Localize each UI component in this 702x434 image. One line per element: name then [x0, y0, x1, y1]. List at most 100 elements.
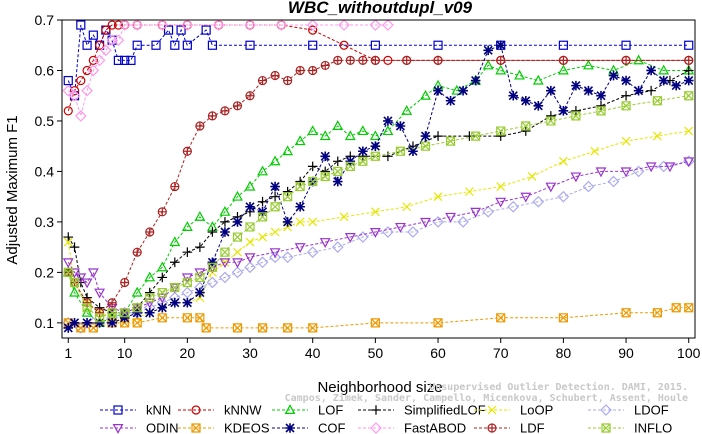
data-point-knnw: [339, 40, 349, 50]
data-point-knn: [126, 55, 136, 65]
data-point-inflo: [157, 287, 167, 298]
data-point-cof: [508, 90, 519, 101]
data-point-inflo: [652, 96, 662, 106]
legend-marker-cof: [285, 423, 295, 433]
data-point-odin: [144, 298, 156, 309]
data-point-loop: [433, 192, 443, 202]
data-point-inflo: [145, 293, 155, 303]
data-point-lof: [532, 74, 544, 85]
data-point-inflo: [684, 91, 694, 101]
data-point-ldf: [558, 55, 568, 65]
data-point-cof: [633, 85, 644, 96]
legend-entry-ldof: LDOF: [588, 403, 669, 418]
data-point-cof: [245, 201, 255, 212]
credit-line-1: Campos, Zimek, Sander, Campello, Micenko…: [285, 392, 688, 404]
legend-marker-ldf: [487, 423, 497, 433]
data-point-cof: [332, 176, 343, 187]
x-tick-label: 30: [242, 345, 258, 361]
data-point-inflo: [320, 171, 330, 182]
data-point-simplifiedlof: [464, 131, 475, 141]
data-point-cof: [395, 121, 406, 131]
data-point-inflo: [621, 101, 631, 111]
data-point-cof: [207, 257, 218, 268]
legend-entry-knnw: kNNW: [178, 403, 262, 418]
data-point-cof: [63, 323, 74, 333]
data-point-knn: [207, 40, 218, 50]
data-point-loop: [527, 172, 537, 181]
data-point-ldof: [231, 266, 244, 279]
legend-label-knnw: kNNW: [224, 403, 262, 418]
legend-label-lof: LOF: [318, 403, 343, 418]
legend-marker-lof: [284, 404, 296, 414]
data-point-odin: [94, 288, 106, 299]
data-point-inflo: [471, 131, 481, 141]
data-point-cof: [608, 70, 619, 81]
data-point-ldf: [182, 146, 192, 156]
data-point-cof: [420, 131, 431, 141]
data-point-ldf: [370, 55, 380, 65]
data-point-ldof: [331, 241, 344, 253]
data-point-loop: [270, 227, 280, 237]
data-point-fastabod: [62, 84, 75, 97]
plot-frame: [61, 19, 696, 339]
data-point-kdeos: [652, 308, 662, 318]
legend-label-ldof: LDOF: [634, 403, 669, 418]
data-point-lof: [194, 211, 206, 221]
data-point-inflo: [232, 232, 243, 242]
legend-entry-kdeos: KDEOS: [178, 421, 270, 434]
data-point-ldf: [245, 91, 255, 101]
data-point-cof: [646, 65, 656, 76]
data-point-simplifiedlof: [69, 242, 80, 252]
data-point-lof: [482, 59, 494, 70]
data-point-lof: [244, 180, 256, 191]
data-point-lof: [583, 59, 594, 70]
data-point-kdeos: [157, 313, 167, 323]
data-point-ldf: [345, 55, 355, 65]
data-point-odin: [495, 197, 507, 208]
data-point-lof: [169, 236, 181, 247]
data-point-lof: [307, 125, 319, 136]
data-point-knnw: [107, 20, 117, 30]
data-point-knn: [151, 40, 161, 50]
data-point-loop: [295, 217, 305, 227]
data-point-inflo: [63, 267, 73, 277]
data-point-cof: [470, 75, 481, 86]
data-point-fastabod: [244, 20, 256, 31]
series-line-ldof: [68, 160, 689, 329]
data-point-simplifiedlof: [520, 126, 531, 136]
y-tick-label: 0.1: [35, 315, 55, 331]
data-point-inflo: [195, 272, 205, 283]
data-point-fastabod: [275, 20, 288, 31]
data-point-ldf: [157, 207, 167, 217]
data-point-fastabod: [156, 20, 169, 31]
legend-marker-knnw: [191, 405, 201, 415]
data-point-cof: [282, 217, 293, 227]
data-point-simplifiedlof: [282, 186, 293, 197]
legend-marker-knn: [113, 405, 123, 415]
data-point-cof: [495, 40, 506, 51]
data-point-inflo: [395, 146, 406, 156]
data-point-knn: [113, 55, 124, 65]
legend-entry-loop: LoOP: [474, 403, 553, 418]
data-point-kdeos: [671, 303, 681, 313]
data-point-fastabod: [87, 64, 100, 77]
data-point-inflo: [521, 121, 531, 131]
data-point-knn: [88, 30, 98, 40]
data-point-knn: [308, 40, 318, 50]
data-point-knn: [370, 40, 380, 50]
data-point-cof: [558, 106, 569, 116]
data-point-cof: [82, 318, 92, 328]
data-point-fastabod: [306, 20, 319, 31]
data-point-lof: [514, 69, 525, 80]
series-odin: [62, 157, 695, 319]
x-tick-label: 10: [117, 345, 133, 361]
x-tick-label: 90: [618, 345, 634, 361]
data-point-kdeos: [195, 313, 205, 323]
data-point-ldf: [295, 65, 305, 76]
data-point-odin: [620, 167, 632, 178]
legend-label-loop: LoOP: [520, 403, 553, 418]
series-line-odin: [67, 160, 689, 314]
data-point-ldf: [308, 65, 318, 76]
data-point-knnw: [101, 25, 111, 35]
